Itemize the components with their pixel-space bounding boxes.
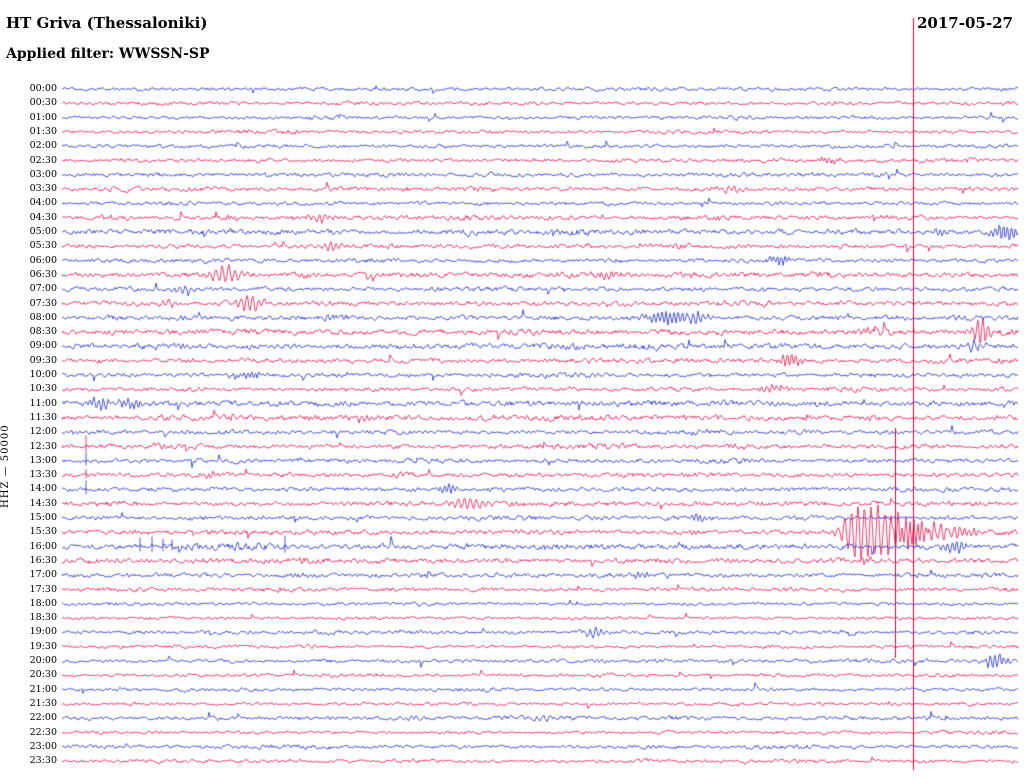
helicorder-page: HT Griva (Thessaloniki) Applied filter: … [0,0,1024,780]
seismogram-canvas [0,0,1024,780]
